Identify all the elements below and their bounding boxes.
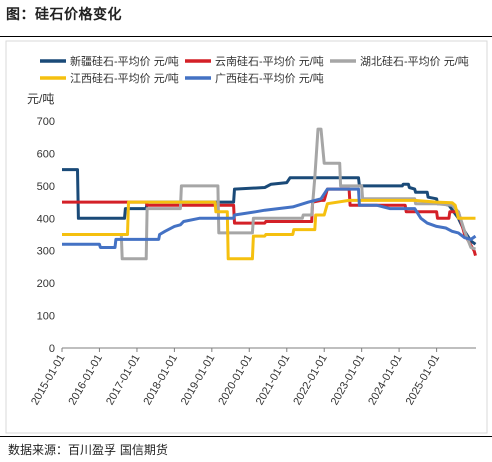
plot-frame	[5, 40, 488, 434]
y-tick-label: 0	[49, 343, 55, 355]
line-chart: 新疆硅石-平均价 元/吨 云南硅石-平均价 元/吨 湖北硅石-平均价 元/吨江西硅石…	[5, 40, 488, 434]
top-rule	[0, 36, 492, 37]
series-lines	[62, 127, 477, 261]
x-tick-label: 2025-01-01	[404, 353, 443, 408]
x-tick-label: 2015-01-01	[29, 353, 68, 408]
legend: 新疆硅石-平均价 元/吨 云南硅石-平均价 元/吨 湖北硅石-平均价 元/吨江西硅石…	[40, 54, 469, 85]
y-tick-label: 400	[37, 213, 55, 225]
figure-source: 数据来源：百川盈孚 国信期货	[8, 443, 168, 457]
legend-label: 江西硅石-平均价 元/吨	[70, 72, 179, 85]
series-line-4	[62, 198, 476, 261]
y-tick-label: 500	[37, 181, 55, 193]
x-tick-label: 2023-01-01	[329, 353, 368, 408]
x-tick-label: 2020-01-01	[216, 353, 255, 408]
x-tick-label: 2017-01-01	[104, 353, 143, 408]
figure-title: 图：硅石价格变化	[6, 7, 122, 23]
series-line-5	[62, 187, 477, 249]
legend-label: 新疆硅石-平均价 元/吨	[70, 54, 179, 68]
y-axis-ticks: 0 100 200 300 400 500 600 700	[37, 116, 55, 355]
bottom-rule	[0, 436, 492, 437]
y-tick-label: 100	[37, 311, 55, 323]
legend-label: 云南硅石-平均价 元/吨	[215, 55, 324, 68]
y-tick-label: 200	[37, 278, 55, 290]
legend-label: 广西硅石-平均价 元/吨	[215, 72, 324, 85]
y-tick-label: 700	[37, 116, 55, 128]
legend-label: 湖北硅石-平均价 元/吨	[360, 55, 469, 68]
x-tick-label: 2018-01-01	[141, 353, 180, 408]
x-tick-label: 2019-01-01	[179, 353, 218, 408]
x-tick-label: 2022-01-01	[291, 353, 330, 408]
x-tick-label: 2024-01-01	[366, 353, 405, 408]
y-tick-label: 600	[37, 148, 55, 160]
x-tick-label: 2021-01-01	[254, 353, 293, 408]
y-axis-label: 元/吨	[27, 92, 54, 106]
series-line-3	[62, 127, 476, 261]
y-tick-label: 300	[37, 246, 55, 258]
x-tick-label: 2016-01-01	[66, 353, 105, 408]
